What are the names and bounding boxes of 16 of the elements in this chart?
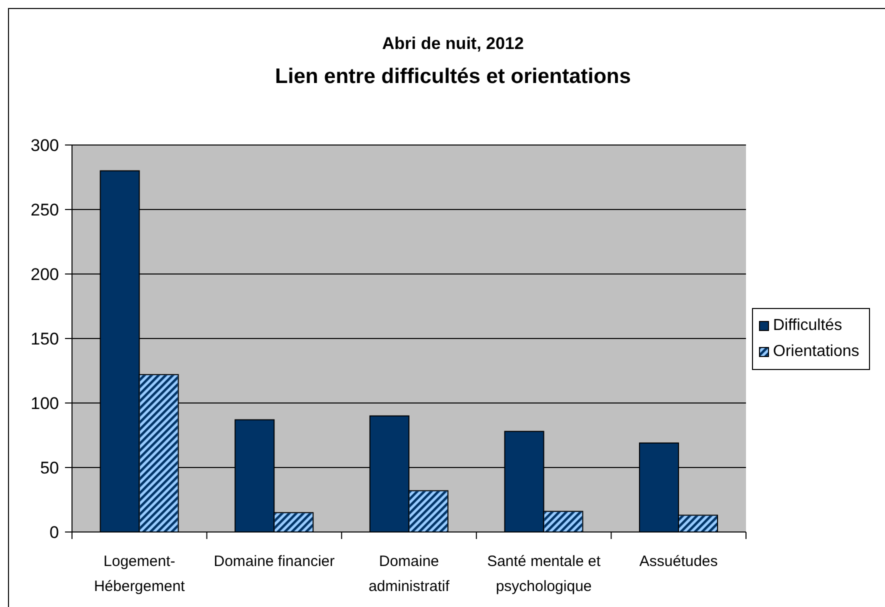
y-tick-label: 0: [50, 523, 59, 542]
y-tick-label: 300: [30, 136, 59, 156]
x-tick-label: Domaine administratif: [368, 553, 450, 595]
y-tick-label: 200: [30, 265, 59, 284]
x-tick-label: Domaine financier: [214, 553, 335, 570]
chart-title: Abri de nuit, 2012: [381, 33, 525, 55]
y-tick-label: 50: [40, 458, 59, 478]
x-tick-label: Logement-Hébergement: [94, 553, 186, 595]
legend-label: Orientations: [773, 342, 860, 362]
y-tick-label: 100: [30, 394, 59, 414]
x-tick-label: Assuétudes: [639, 553, 718, 570]
chart-subtitle: Lien entre difficultés et orientations: [274, 64, 632, 90]
y-tick-label: 250: [30, 200, 59, 220]
legend-label: Difficultés: [773, 316, 842, 336]
x-tick-label: Santé mentale et psychologique: [487, 553, 602, 595]
y-tick-label: 150: [30, 330, 59, 349]
